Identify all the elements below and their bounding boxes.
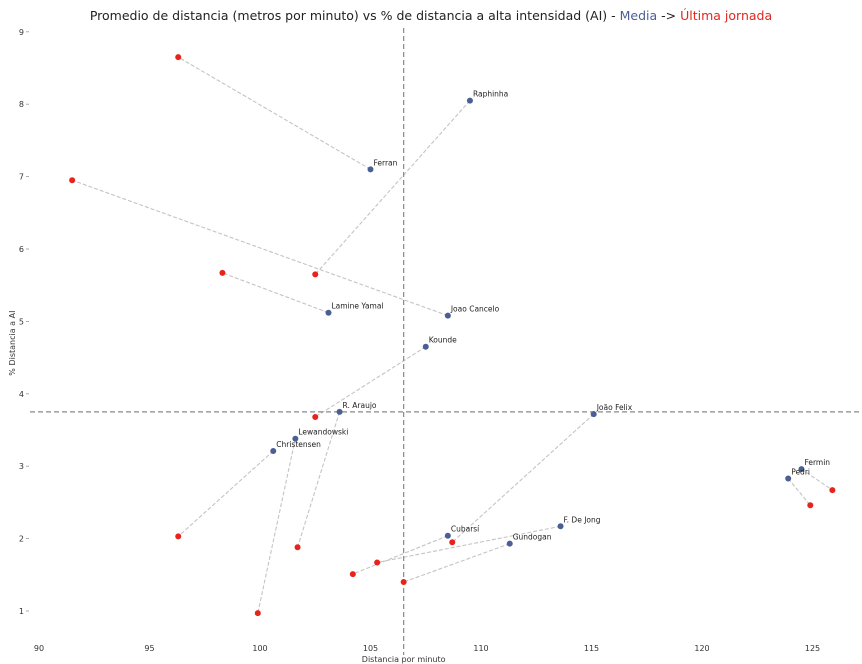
x-axis-ticks: 90 95 100 105 110 115 120 125: [34, 644, 820, 653]
reference-lines: [30, 28, 862, 655]
connector-christensen: [177, 450, 274, 537]
media-point-raphinha: [466, 97, 473, 104]
y-tick-label: 4: [19, 390, 24, 399]
connector-fermin: [801, 468, 833, 491]
title-ultima-label: Última jornada: [680, 8, 773, 23]
x-tick-label: 110: [473, 644, 488, 653]
ultima-point-joao-felix: [449, 539, 456, 546]
ultima-point-r-araujo: [294, 544, 301, 551]
connector-lines: [71, 56, 833, 614]
connector-pedri: [787, 478, 811, 506]
ultima-point-raphinha: [312, 271, 319, 278]
x-tick-label: 90: [34, 644, 44, 653]
title-media-label: Media: [619, 8, 658, 23]
ultima-point-christensen: [175, 533, 182, 540]
y-axis-label: % Distancia a AI: [8, 311, 17, 376]
player-label-fermin: Fermin: [804, 458, 830, 467]
media-point-kounde: [422, 343, 429, 350]
y-tick-label: 1: [19, 607, 24, 616]
y-tick-label: 9: [19, 28, 24, 37]
media-point-cubarsi: [444, 532, 451, 539]
ultima-point-gundogan: [400, 579, 407, 586]
player-label-pedri: Pedri: [791, 468, 810, 477]
player-label-r-araujo: R. Araujo: [343, 401, 377, 410]
connector-raphinha: [314, 100, 471, 275]
player-label-lewandowski: Lewandowski: [298, 428, 348, 437]
media-point-pedri: [785, 475, 792, 482]
ultima-point-pedri: [807, 502, 814, 509]
y-tick-label: 6: [19, 245, 24, 254]
media-point-f-de-jong: [557, 523, 564, 530]
connector-lamine-yamal: [222, 272, 329, 314]
player-label-lamine-yamal: Lamine Yamal: [332, 302, 384, 311]
connector-joao-cancelo: [71, 179, 449, 317]
media-point-joao-cancelo: [444, 312, 451, 319]
title-arrow: ->: [657, 8, 681, 23]
connector-kounde: [314, 346, 427, 418]
player-label-ferran: Ferran: [374, 158, 398, 167]
chart-title: Promedio de distancia (metros por minuto…: [0, 8, 862, 23]
connector-ferran: [177, 56, 371, 170]
data-points: [69, 54, 836, 617]
media-point-christensen: [270, 447, 277, 454]
player-label-f-de-jong: F. De Jong: [564, 515, 601, 524]
y-axis-ticks: 1 2 3 4 5 6 7 8 9: [19, 28, 29, 616]
connector-lewandowski: [257, 438, 296, 614]
y-tick-label: 7: [19, 173, 24, 182]
ultima-point-cubarsi: [349, 571, 356, 578]
x-tick-label: 100: [252, 644, 267, 653]
x-tick-label: 120: [694, 644, 709, 653]
media-point-gundogan: [506, 540, 513, 547]
media-point-lamine-yamal: [325, 309, 332, 316]
ultima-point-ferran: [175, 54, 182, 61]
ultima-point-joao-cancelo: [69, 177, 76, 184]
ultima-point-lewandowski: [254, 610, 261, 617]
media-point-r-araujo: [336, 408, 343, 415]
ultima-point-f-de-jong: [374, 559, 381, 566]
media-point-fermin: [798, 466, 805, 473]
player-label-joao-cancelo: Joao Cancelo: [450, 305, 500, 314]
x-tick-label: 115: [584, 644, 599, 653]
y-tick-label: 8: [19, 100, 24, 109]
media-point-ferran: [367, 166, 374, 173]
player-labels: Raphinha Ferran Lamine Yamal Joao Cancelo Ko…: [276, 90, 830, 542]
y-tick-label: 5: [19, 317, 24, 326]
y-tick-label: 3: [19, 462, 24, 471]
x-tick-label: 125: [805, 644, 820, 653]
connector-cubarsi: [352, 535, 449, 575]
media-point-joao-felix: [590, 411, 597, 418]
player-label-gundogan: Gundogan: [513, 533, 552, 542]
title-main: Promedio de distancia (metros por minuto…: [89, 8, 620, 23]
connector-joao-felix: [451, 413, 595, 543]
ultima-point-kounde: [312, 413, 319, 420]
ultima-point-lamine-yamal: [219, 269, 226, 276]
connector-f-de-jong: [377, 525, 561, 564]
player-label-christensen: Christensen: [276, 440, 321, 449]
player-label-raphinha: Raphinha: [473, 90, 508, 99]
x-axis-label: Distancia por minuto: [362, 655, 446, 664]
player-label-joao-felix: João Felix: [596, 403, 633, 412]
media-point-lewandowski: [292, 435, 299, 442]
x-tick-label: 95: [144, 644, 154, 653]
player-label-kounde: Kounde: [429, 336, 457, 345]
y-tick-label: 2: [19, 535, 24, 544]
x-tick-label: 105: [363, 644, 378, 653]
connector-gundogan: [403, 543, 510, 583]
ultima-point-fermin: [829, 487, 836, 494]
player-label-cubarsi: Cubarsí: [451, 525, 480, 534]
